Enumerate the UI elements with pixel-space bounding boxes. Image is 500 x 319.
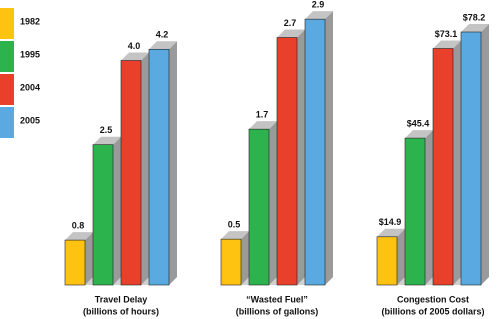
bar-top (121, 52, 149, 61)
bar-side (241, 231, 249, 285)
bar-side (453, 40, 461, 285)
bar-top (405, 130, 433, 139)
bar-side (169, 41, 177, 286)
category-unit: (billions of gallons) (236, 306, 319, 316)
bar (304, 18, 326, 286)
bar-top (461, 24, 489, 32)
bar-top (93, 136, 121, 145)
legend-label: 1982 (20, 16, 40, 26)
category-unit: (billions of 2005 dollars) (381, 306, 484, 316)
legend-swatch (0, 74, 14, 105)
bar-side (141, 52, 149, 285)
bar-side (325, 11, 333, 286)
bar-side (85, 232, 93, 285)
bar (404, 137, 426, 286)
value-label: 2.9 (312, 0, 325, 10)
bar (92, 144, 114, 286)
bar (376, 236, 398, 286)
legend-label: 2005 (20, 115, 40, 125)
bar-top (377, 228, 405, 237)
value-label: 2.5 (100, 125, 113, 135)
bar-side (425, 130, 433, 285)
value-label: 0.8 (72, 220, 85, 230)
legend-swatch (0, 107, 14, 138)
bar-top (277, 29, 305, 38)
value-label: $45.4 (407, 118, 430, 128)
bar-top (305, 11, 333, 20)
bar (220, 238, 242, 286)
bar (460, 31, 482, 286)
bar (120, 60, 142, 286)
legend-swatch (0, 41, 14, 72)
value-label: 1.7 (256, 110, 269, 120)
bar-side (397, 228, 405, 285)
bar-side (481, 24, 489, 285)
legend-label: 2004 (20, 82, 40, 92)
category-label: “Wasted Fuel” (246, 294, 308, 304)
bar-side (113, 136, 121, 285)
category-unit: (billions of hours) (83, 306, 159, 316)
bar (432, 48, 454, 286)
bar-top (221, 231, 249, 240)
bar (276, 37, 298, 286)
bar (64, 239, 86, 286)
bar-top (65, 232, 93, 241)
bar-side (269, 121, 277, 286)
bar (148, 48, 170, 286)
value-label: 4.2 (156, 30, 169, 40)
value-label: 0.5 (228, 220, 241, 230)
bar-side (297, 29, 305, 285)
value-label: $78.2 (463, 12, 486, 22)
bar (248, 128, 270, 286)
category-label: Congestion Cost (397, 294, 469, 304)
legend-swatch (0, 8, 14, 39)
value-label: 2.7 (284, 18, 297, 28)
category-label: Travel Delay (95, 294, 148, 304)
value-label: $73.1 (435, 29, 458, 39)
bar-top (433, 40, 461, 49)
legend-label: 1995 (20, 49, 40, 59)
bar-top (149, 41, 177, 50)
value-label: $14.9 (379, 217, 402, 227)
bar-top (249, 121, 277, 130)
value-label: 4.0 (128, 41, 141, 51)
